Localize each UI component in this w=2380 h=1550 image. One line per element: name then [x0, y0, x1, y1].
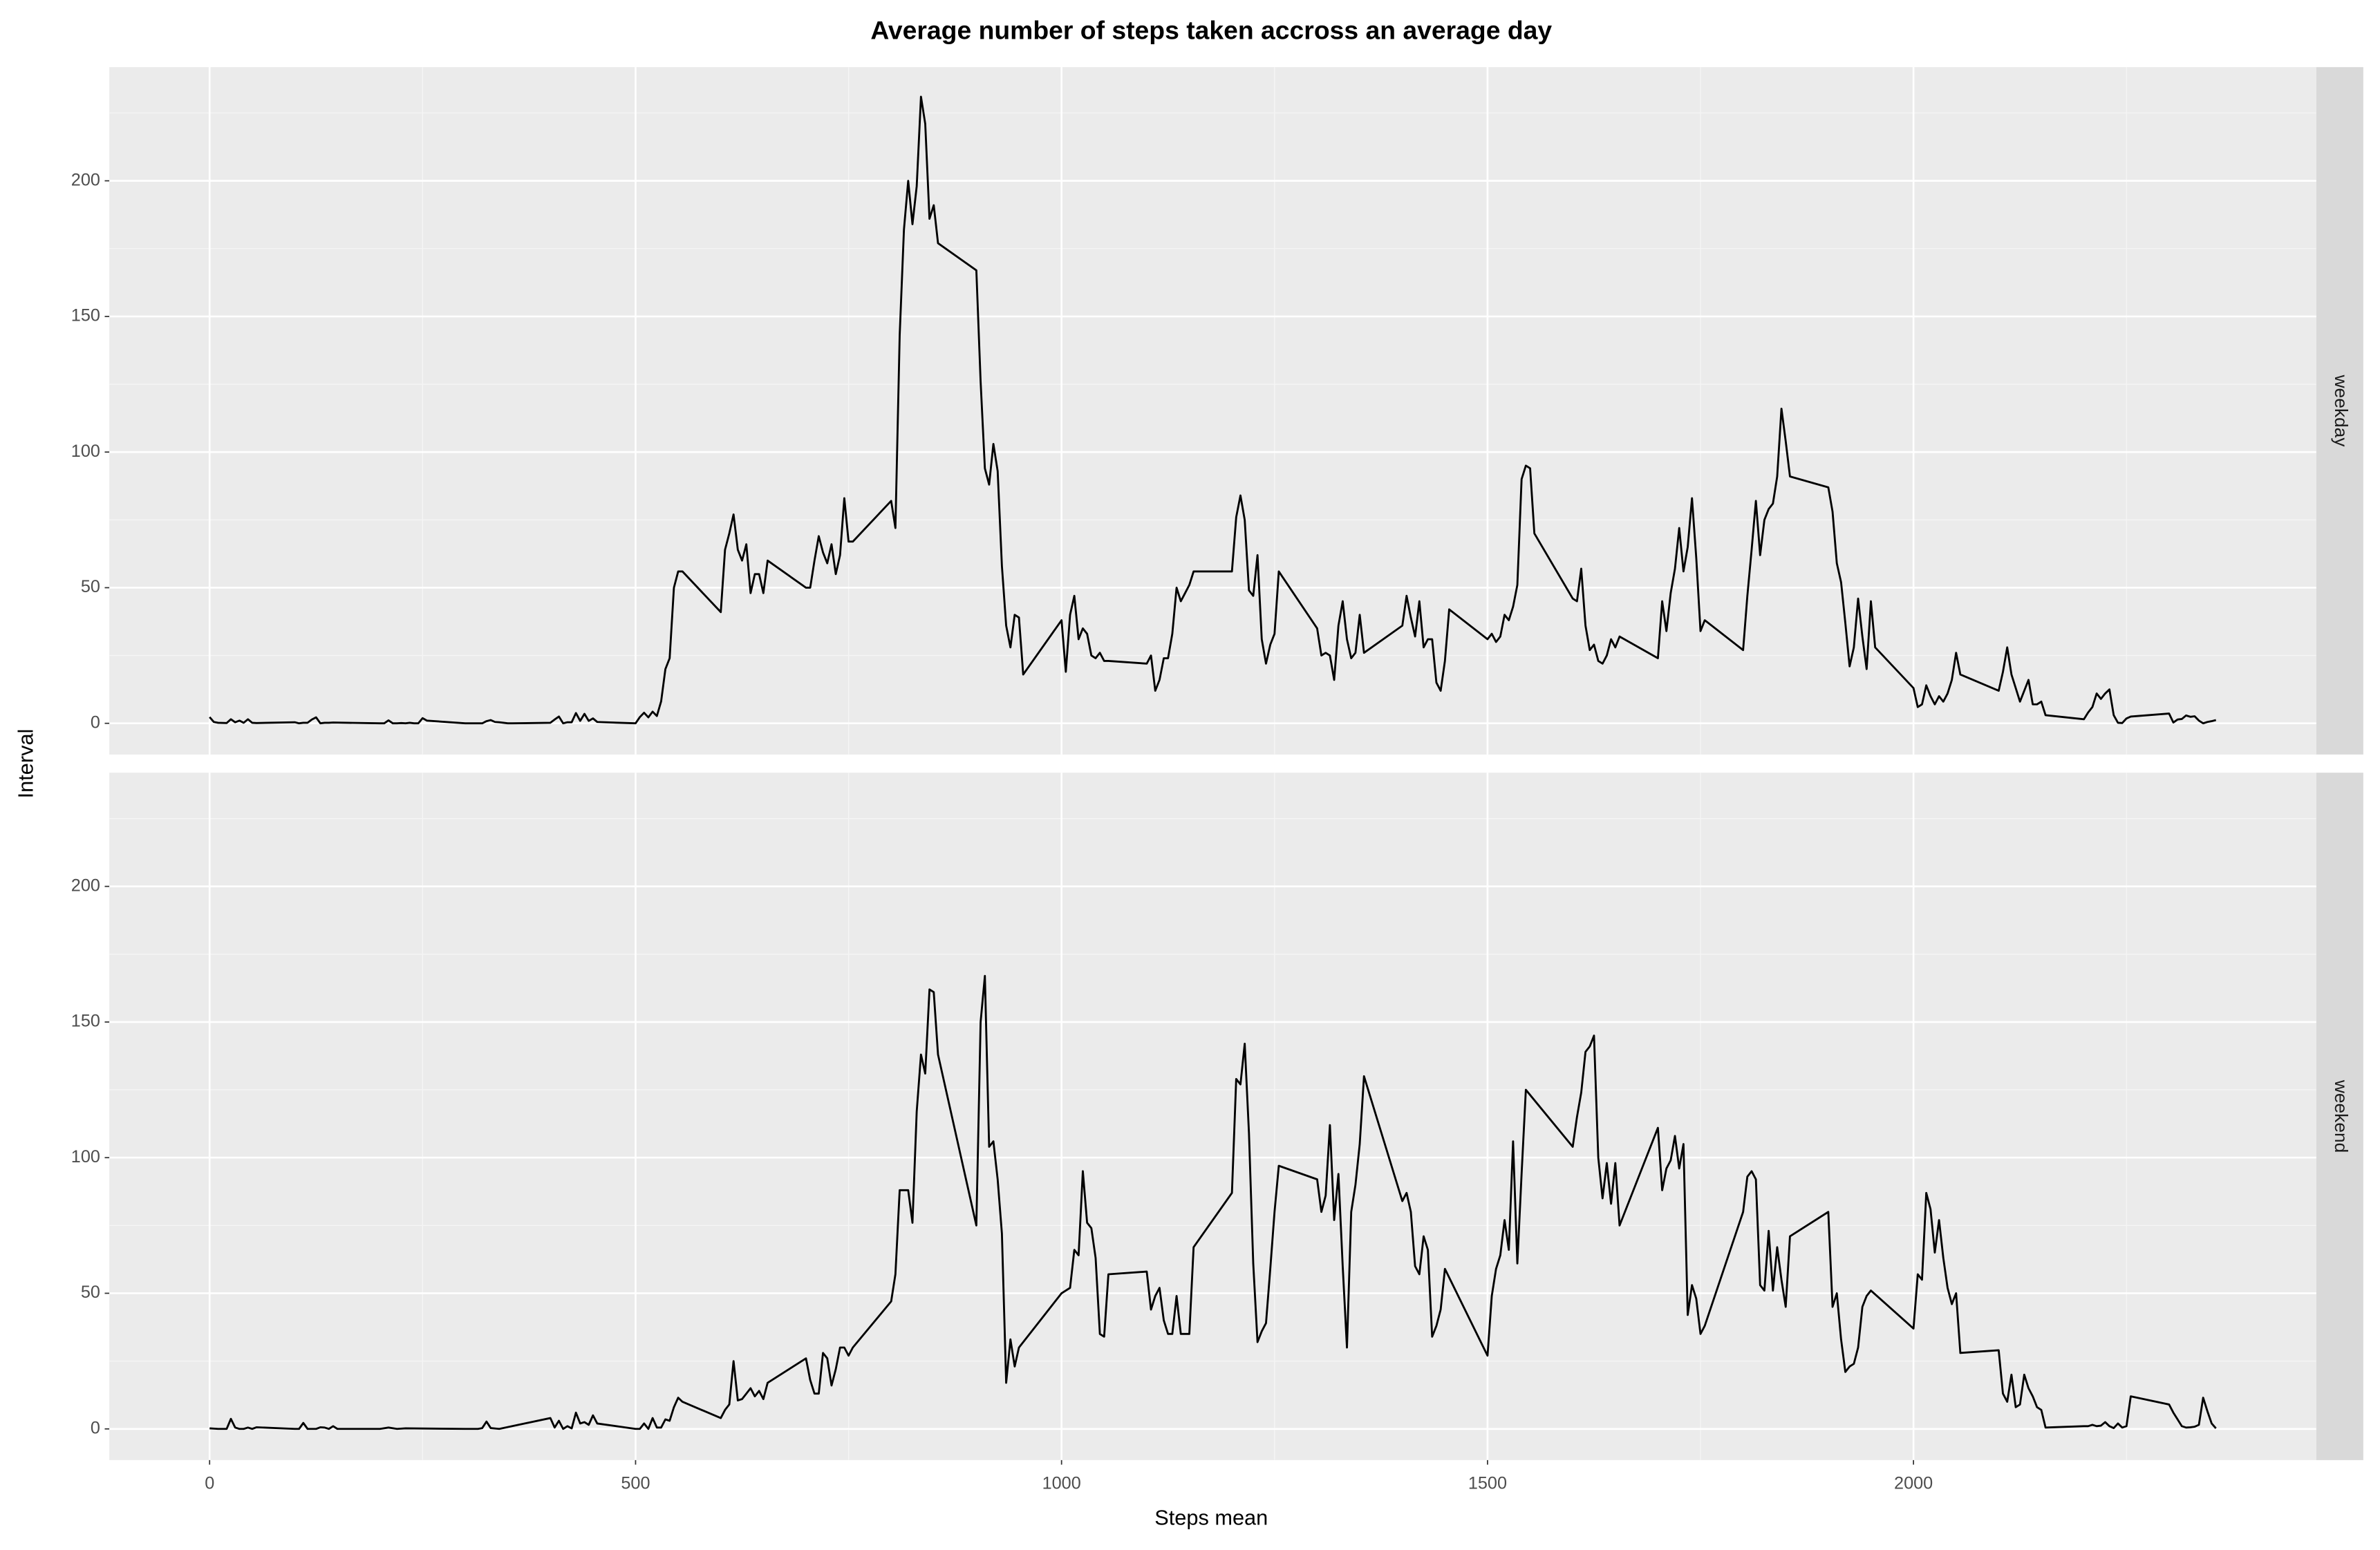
x-tick-label: 0 [205, 1474, 214, 1493]
panel-background [109, 67, 2316, 755]
y-tick-label: 0 [91, 1418, 100, 1437]
data-line [209, 95, 2217, 725]
y-tick-label: 100 [71, 442, 100, 461]
x-tick-label: 1000 [1042, 1474, 1081, 1493]
x-tick-label: 2000 [1894, 1474, 1933, 1493]
y-tick-label: 200 [71, 170, 100, 189]
chart-title: Average number of steps taken accross an… [870, 16, 1552, 45]
y-tick-label: 0 [91, 712, 100, 732]
strip-label: weekend [2331, 1079, 2352, 1153]
y-axis-title: Interval [14, 729, 38, 799]
y-tick-label: 50 [81, 577, 100, 596]
strip-label: weekday [2331, 375, 2352, 448]
y-tick-label: 50 [81, 1283, 100, 1302]
x-tick-label: 1500 [1468, 1474, 1507, 1493]
y-tick-label: 150 [71, 306, 100, 325]
y-tick-label: 150 [71, 1012, 100, 1031]
panel-background [109, 773, 2316, 1460]
x-tick-label: 500 [621, 1474, 650, 1493]
strip-background [2316, 773, 2363, 1460]
y-tick-label: 200 [71, 876, 100, 895]
strip-background [2316, 67, 2363, 755]
x-axis-title: Steps mean [1154, 1506, 1268, 1530]
y-tick-label: 100 [71, 1147, 100, 1166]
data-line [209, 974, 2217, 1430]
